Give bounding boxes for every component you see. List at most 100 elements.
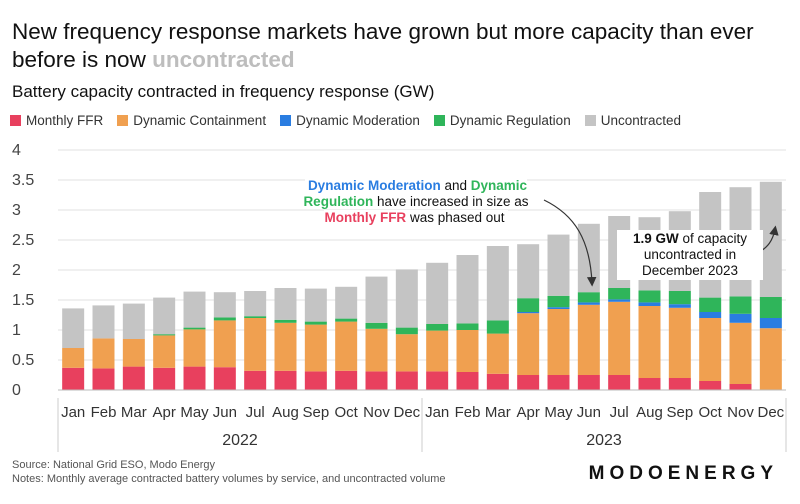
bar-segment-dynamic-regulation bbox=[668, 291, 691, 305]
legend-swatch-uncontracted bbox=[584, 115, 596, 126]
y-tick-label: 2 bbox=[12, 262, 21, 279]
bar-segment-uncontracted bbox=[335, 286, 358, 319]
x-tick-label: Sep bbox=[302, 404, 329, 421]
annotation-arrow bbox=[543, 199, 597, 287]
bar-segment-dynamic-regulation bbox=[244, 316, 267, 318]
y-tick-label: 3 bbox=[12, 202, 21, 219]
bar-segment-dynamic-moderation bbox=[547, 307, 570, 309]
legend-label-dynamic-moderation: Dynamic Moderation bbox=[296, 113, 420, 128]
annotation-uncontracted-text3: December 2023 bbox=[641, 263, 739, 278]
bar-segment-dynamic-containment bbox=[335, 321, 358, 371]
bar-segment-dynamic-regulation bbox=[335, 318, 358, 322]
x-tick-label: Aug bbox=[272, 404, 299, 421]
bar-segment-monthly-ffr bbox=[517, 375, 540, 390]
x-tick-label: Oct bbox=[334, 404, 358, 421]
bar-segment-uncontracted bbox=[426, 262, 449, 324]
annotation-uncontracted-value: 1.9 GW bbox=[632, 231, 679, 246]
y-tick-label: 4 bbox=[12, 142, 21, 159]
x-tick-label: Nov bbox=[363, 404, 390, 421]
bar-segment-monthly-ffr bbox=[608, 375, 631, 390]
bar-segment-monthly-ffr bbox=[668, 378, 691, 390]
bar-segment-dynamic-regulation bbox=[517, 298, 540, 312]
x-tick-label: May bbox=[544, 404, 573, 421]
bar-segment-monthly-ffr bbox=[486, 373, 509, 390]
legend-swatch-dynamic-regulation bbox=[433, 115, 445, 126]
bar-segment-dynamic-containment bbox=[608, 301, 631, 375]
legend-item-dynamic-moderation: Dynamic Moderation bbox=[280, 113, 420, 128]
bar-segment-uncontracted bbox=[62, 308, 85, 348]
x-tick-label: Feb bbox=[91, 404, 117, 421]
bar-segment-uncontracted bbox=[395, 269, 418, 328]
x-tick-label: May bbox=[180, 404, 209, 421]
bar-segment-uncontracted bbox=[456, 255, 479, 324]
y-tick-label: 1 bbox=[12, 322, 21, 339]
bar-segment-dynamic-regulation bbox=[547, 295, 570, 308]
bar-segment-dynamic-containment bbox=[395, 334, 418, 372]
chart-subtitle: Battery capacity contracted in frequency… bbox=[12, 82, 435, 101]
x-tick-label: Aug bbox=[636, 404, 663, 421]
bar-segment-dynamic-moderation bbox=[699, 312, 722, 318]
x-tick-label: Apr bbox=[516, 404, 539, 421]
x-tick-label: Jul bbox=[246, 404, 265, 421]
bar-segment-dynamic-regulation bbox=[426, 324, 449, 331]
bar-segment-uncontracted bbox=[517, 244, 540, 299]
bar-segment-dynamic-regulation bbox=[729, 296, 752, 314]
bar-segment-uncontracted bbox=[304, 288, 327, 322]
bar-segment-uncontracted bbox=[92, 305, 115, 339]
annotation-uncontracted-dec: 1.9 GW of capacity uncontracted in Decem… bbox=[617, 230, 763, 280]
annotation-uncontracted-text1: of capacity bbox=[682, 231, 748, 246]
bar-segment-dynamic-regulation bbox=[608, 288, 631, 300]
bar-segment-dynamic-containment bbox=[92, 338, 115, 369]
bar-segment-uncontracted bbox=[213, 292, 236, 318]
bar-segment-dynamic-containment bbox=[547, 309, 570, 375]
bar-segment-dynamic-containment bbox=[486, 333, 509, 374]
bar-segment-monthly-ffr bbox=[577, 375, 600, 390]
annotation-end-text: was phased out bbox=[409, 210, 505, 225]
bar-segment-uncontracted bbox=[244, 291, 267, 317]
bar-segment-dynamic-containment bbox=[62, 348, 85, 368]
bar-segment-monthly-ffr bbox=[699, 381, 722, 390]
bar-segment-dynamic-regulation bbox=[395, 327, 418, 335]
bar-segment-monthly-ffr bbox=[183, 366, 206, 390]
bar-segment-dynamic-containment bbox=[365, 328, 388, 372]
bar-segment-uncontracted bbox=[547, 234, 570, 296]
bar-segment-dynamic-regulation bbox=[213, 317, 236, 321]
legend-label-uncontracted: Uncontracted bbox=[600, 113, 681, 128]
bar-segment-dynamic-containment bbox=[577, 304, 600, 375]
brand-logo: MODOENERGY bbox=[588, 463, 778, 484]
x-tick-label: Mar bbox=[485, 404, 511, 421]
bar-segment-dynamic-regulation bbox=[365, 322, 388, 329]
bar-segment-monthly-ffr bbox=[304, 371, 327, 390]
y-tick-label: 3.5 bbox=[12, 172, 34, 189]
bar-segment-monthly-ffr bbox=[244, 370, 267, 390]
bar-segment-monthly-ffr bbox=[456, 372, 479, 390]
bar-segment-monthly-ffr bbox=[92, 368, 115, 390]
bar-segment-dynamic-regulation bbox=[486, 320, 509, 334]
bar-segment-uncontracted bbox=[183, 291, 206, 328]
x-tick-label: Apr bbox=[152, 404, 175, 421]
x-tick-label: Oct bbox=[698, 404, 722, 421]
bar-segment-dynamic-containment bbox=[213, 320, 236, 368]
legend-item-monthly-ffr: Monthly FFR bbox=[10, 113, 103, 128]
x-tick-label: Feb bbox=[455, 404, 481, 421]
x-tick-label: Jun bbox=[577, 404, 601, 421]
annotation-dr-label: Dynamic Regulation bbox=[303, 178, 528, 209]
bar-segment-dynamic-containment bbox=[122, 339, 145, 367]
bar-segment-dynamic-containment bbox=[668, 307, 691, 378]
footer-source: Source: National Grid ESO, Modo Energy bbox=[12, 459, 215, 471]
bar-segment-monthly-ffr bbox=[274, 370, 297, 390]
x-tick-label: Nov bbox=[727, 404, 754, 421]
bar-segment-dynamic-regulation bbox=[274, 319, 297, 323]
legend-label-monthly-ffr: Monthly FFR bbox=[26, 113, 104, 128]
y-tick-label: 1.5 bbox=[12, 292, 34, 309]
legend-swatch-monthly-ffr bbox=[10, 115, 21, 126]
bar-segment-dynamic-containment bbox=[304, 324, 327, 372]
x-tick-label: Dec bbox=[393, 404, 420, 421]
x-tick-label: Jun bbox=[213, 404, 237, 421]
bar-segment-dynamic-regulation bbox=[153, 334, 176, 336]
footer-notes-text: Notes: Monthly average contracted batter… bbox=[12, 473, 446, 485]
y-tick-label: 0 bbox=[12, 382, 21, 399]
bar-segment-dynamic-containment bbox=[244, 318, 267, 371]
x-tick-label: Jan bbox=[425, 404, 449, 421]
bar-segment-dynamic-moderation bbox=[759, 318, 782, 329]
